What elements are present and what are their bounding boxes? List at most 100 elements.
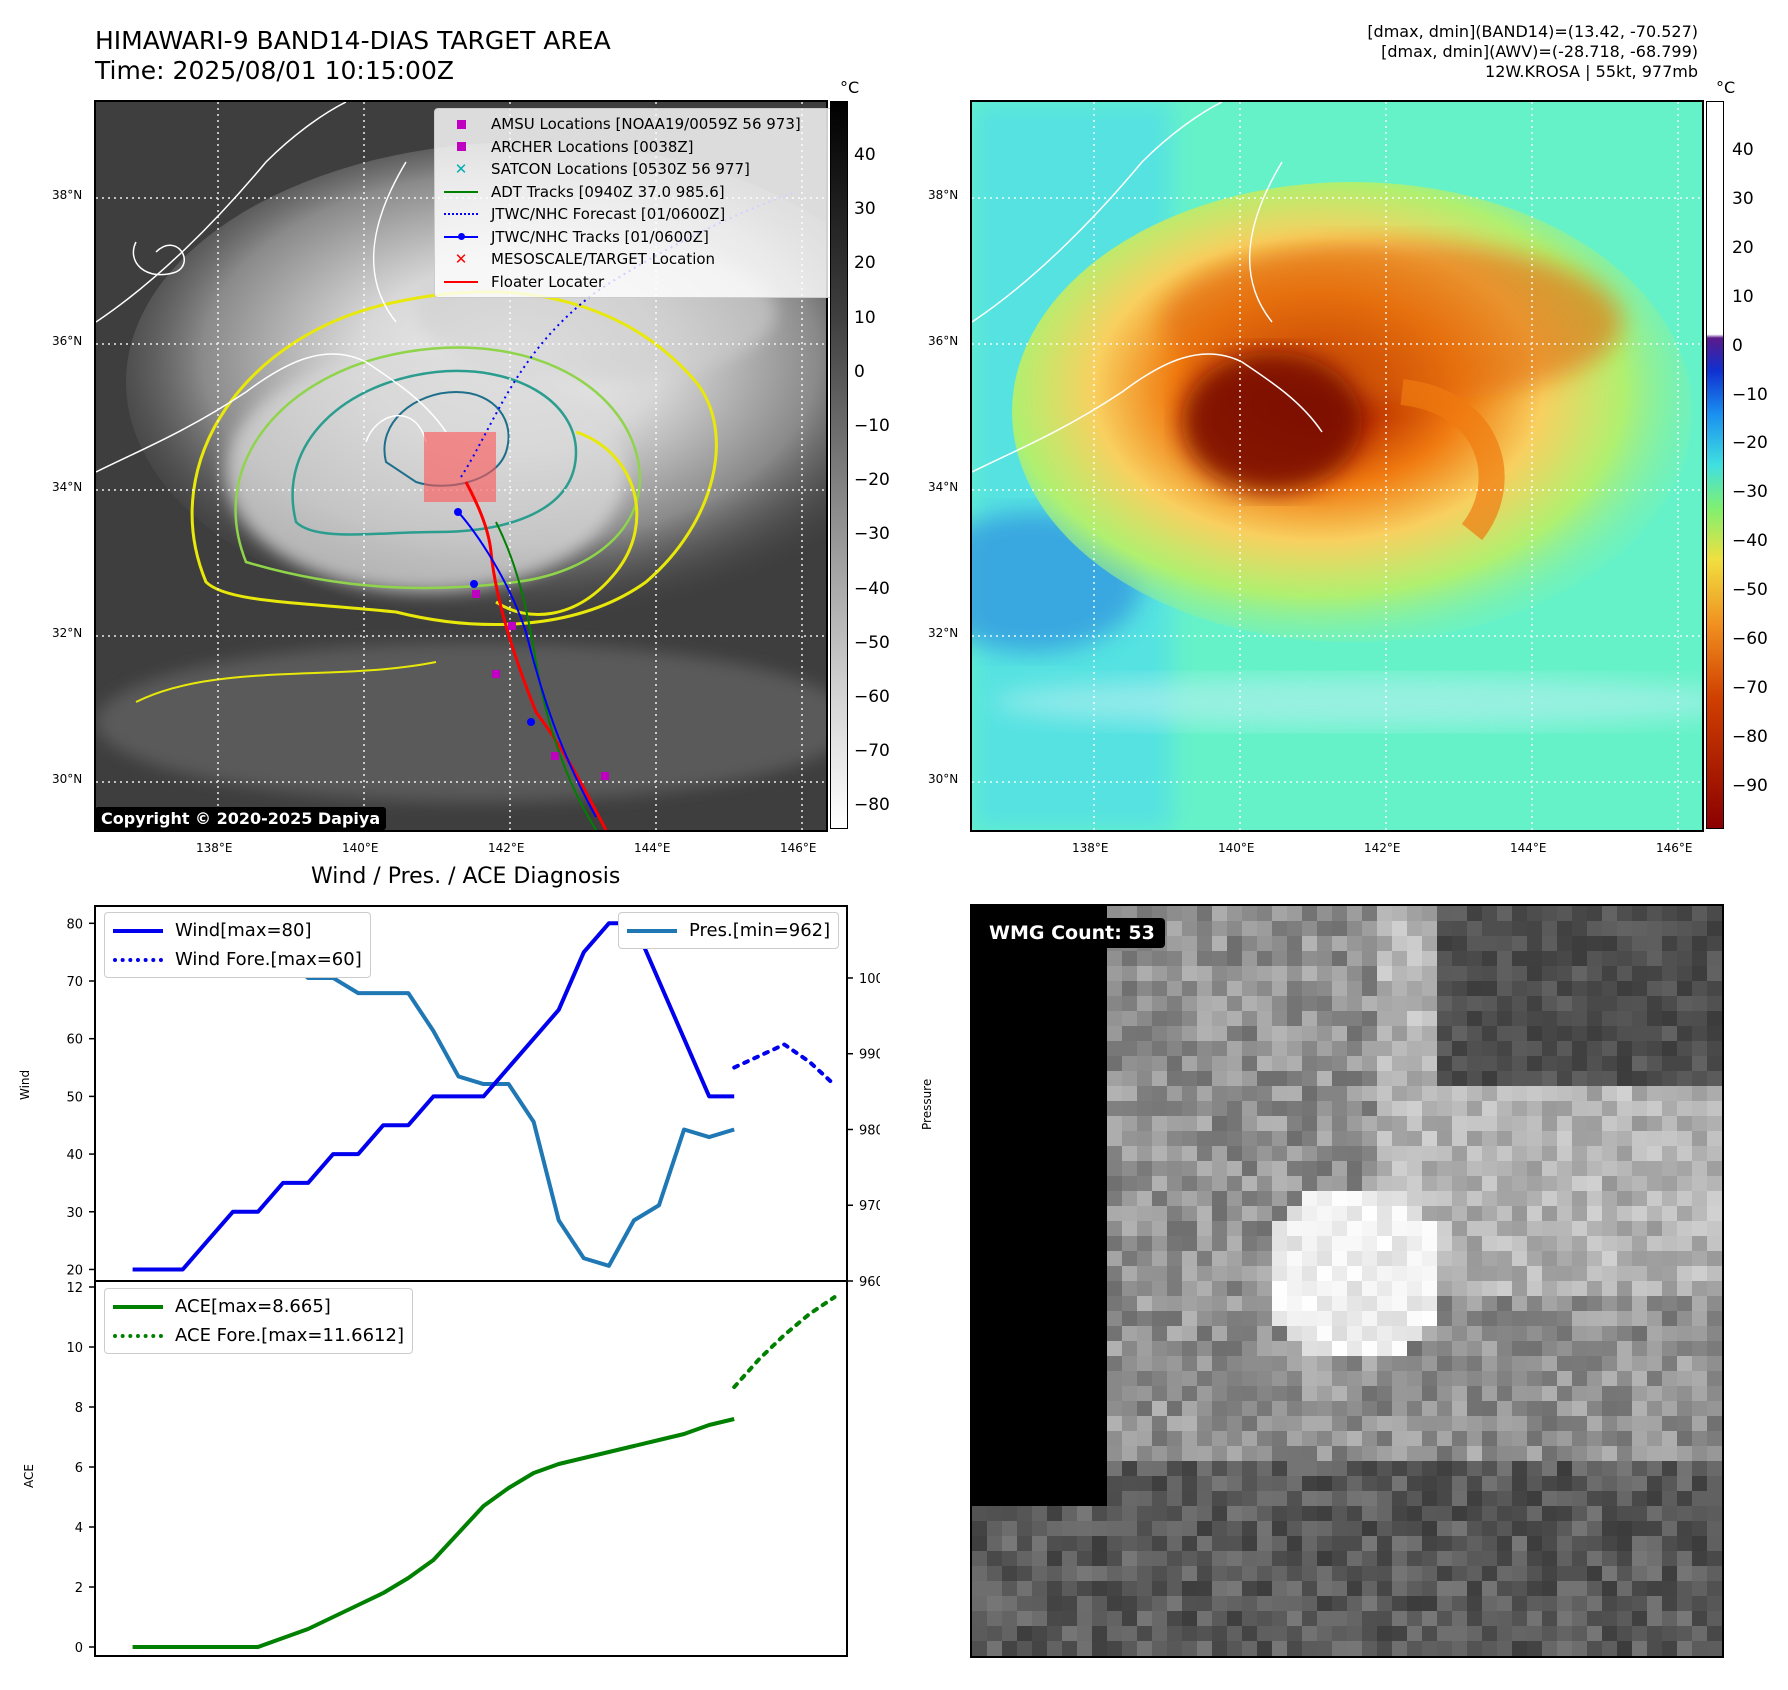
wmg-pixel: [1482, 1161, 1497, 1176]
wmg-pixel: [1557, 1626, 1572, 1641]
wmg-pixel: [1467, 1341, 1482, 1356]
wmg-pixel: [1692, 1431, 1707, 1446]
wmg-pixel: [1032, 1191, 1047, 1206]
wmg-pixel: [1392, 1461, 1407, 1476]
wmg-pixel: [1347, 921, 1362, 936]
wmg-pixel: [1587, 1281, 1602, 1296]
wmg-pixel: [1317, 1281, 1332, 1296]
wmg-pixel: [1437, 1371, 1452, 1386]
wmg-pixel: [1062, 1566, 1077, 1581]
wmg-pixel: [1527, 1011, 1542, 1026]
wmg-pixel: [1692, 1386, 1707, 1401]
wmg-pixel: [1512, 1206, 1527, 1221]
wmg-pixel: [1317, 981, 1332, 996]
wmg-pixel: [1527, 1041, 1542, 1056]
wmg-pixel: [1677, 1131, 1692, 1146]
wmg-pixel: [1002, 1371, 1017, 1386]
wmg-pixel: [1062, 1431, 1077, 1446]
wmg-pixel: [1017, 1236, 1032, 1251]
wmg-pixel: [1332, 1491, 1347, 1506]
wmg-pixel: [1137, 1281, 1152, 1296]
wmg-pixel: [1647, 1326, 1662, 1341]
wmg-pixel: [1362, 1056, 1377, 1071]
wmg-pixel: [1257, 1146, 1272, 1161]
wmg-pixel: [1662, 1116, 1677, 1131]
wmg-pixel: [1107, 1581, 1122, 1596]
wmg-pixel: [1362, 1401, 1377, 1416]
wmg-pixel: [1242, 1491, 1257, 1506]
wmg-pixel: [1032, 906, 1047, 921]
wmg-pixel: [1092, 1461, 1107, 1476]
wmg-pixel: [1467, 1356, 1482, 1371]
wmg-pixel: [1152, 1011, 1167, 1026]
wmg-pixel: [1107, 1311, 1122, 1326]
wmg-pixel: [1467, 1101, 1482, 1116]
wmg-pixel: [1512, 1431, 1527, 1446]
wmg-pixel: [1272, 1236, 1287, 1251]
wmg-pixel: [1227, 1266, 1242, 1281]
wmg-pixel: [1257, 906, 1272, 921]
wmg-pixel: [972, 1416, 987, 1431]
wmg-pixel: [1062, 1311, 1077, 1326]
wmg-pixel: [1527, 1086, 1542, 1101]
wmg-pixel: [1092, 1041, 1107, 1056]
wmg-pixel: [1122, 1281, 1137, 1296]
wmg-pixel: [1482, 1116, 1497, 1131]
wmg-pixel: [1347, 1476, 1362, 1491]
wmg-pixel: [1182, 1581, 1197, 1596]
wmg-pixel: [1107, 1101, 1122, 1116]
wmg-pixel: [1182, 1086, 1197, 1101]
wmg-pixel: [1227, 1596, 1242, 1611]
right-map-lat-label: 30°N: [928, 772, 959, 786]
wmg-pixel: [972, 1191, 987, 1206]
ace-tick-label: 12: [66, 1281, 83, 1296]
wmg-pixel: [1692, 1476, 1707, 1491]
wmg-pixel: [1302, 1551, 1317, 1566]
wmg-pixel: [1707, 1011, 1722, 1026]
wmg-pixel: [1407, 1641, 1422, 1656]
wmg-pixel: [1377, 1206, 1392, 1221]
wmg-pixel: [1482, 1506, 1497, 1521]
wmg-pixel: [1107, 981, 1122, 996]
wmg-pixel: [1092, 1206, 1107, 1221]
wmg-pixel: [1332, 1356, 1347, 1371]
wmg-pixel: [1467, 1191, 1482, 1206]
wmg-pixel: [1527, 1206, 1542, 1221]
wmg-pixel: [1392, 1086, 1407, 1101]
wmg-pixel: [1047, 1626, 1062, 1641]
wmg-pixel: [1452, 1446, 1467, 1461]
wmg-pixel: [1032, 1161, 1047, 1176]
wmg-pixel: [1152, 1191, 1167, 1206]
wmg-pixel: [1317, 1506, 1332, 1521]
wmg-pixel: [1647, 1251, 1662, 1266]
wmg-pixel: [1407, 1266, 1422, 1281]
wmg-pixel: [1707, 951, 1722, 966]
wind-tick-label: 20: [66, 1263, 83, 1278]
wmg-pixel: [1107, 1566, 1122, 1581]
wmg-pixel: [1692, 1521, 1707, 1536]
wmg-pixel: [1047, 1251, 1062, 1266]
wmg-pixel: [1242, 981, 1257, 996]
legend-label: Pres.[min=962]: [689, 920, 831, 941]
wmg-pixel: [1332, 1461, 1347, 1476]
wmg-pixel: [1362, 1566, 1377, 1581]
wmg-pixel: [1302, 1506, 1317, 1521]
wmg-pixel: [1677, 1446, 1692, 1461]
wmg-pixel: [1452, 1641, 1467, 1656]
wmg-pixel: [1482, 1311, 1497, 1326]
wmg-pixel: [1497, 1386, 1512, 1401]
wmg-pixel: [1077, 1146, 1092, 1161]
dotted-line-icon: [113, 1333, 163, 1338]
wmg-pixel: [1212, 1296, 1227, 1311]
legend-item-ace-forecast: ACE Fore.[max=11.6612]: [113, 1321, 404, 1350]
wmg-pixel: [1302, 1416, 1317, 1431]
wmg-pixel: [1497, 1626, 1512, 1641]
wmg-pixel: [1227, 1341, 1242, 1356]
wmg-pixel: [1587, 1551, 1602, 1566]
wmg-pixel: [1572, 1386, 1587, 1401]
wmg-pixel: [972, 1536, 987, 1551]
wmg-pixel: [1677, 1551, 1692, 1566]
wmg-pixel: [1482, 1401, 1497, 1416]
wmg-pixel: [1077, 1161, 1092, 1176]
wmg-pixel: [1287, 1506, 1302, 1521]
